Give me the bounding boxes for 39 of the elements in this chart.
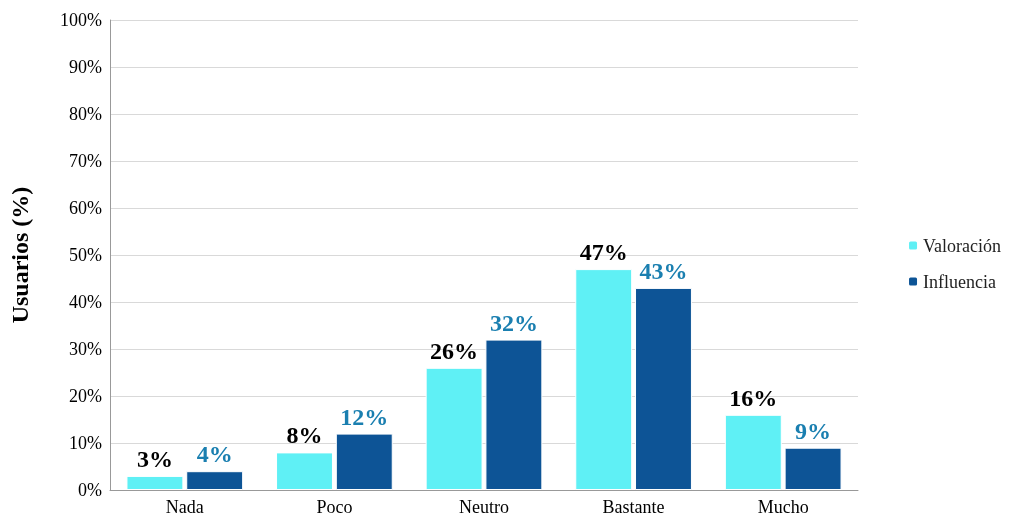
y-tick-label: 50% <box>69 245 102 265</box>
y-axis-title: Usuarios (%) <box>7 186 33 324</box>
y-tick-label: 40% <box>69 292 102 312</box>
y-tick-label: 0% <box>78 480 102 500</box>
bar <box>186 471 244 490</box>
legend-label: Valoración <box>923 235 1001 256</box>
bar <box>784 447 842 490</box>
data-label: 3% <box>136 445 173 472</box>
bar <box>335 433 393 490</box>
y-tick-label: 30% <box>69 339 102 359</box>
data-label: 47% <box>579 239 628 266</box>
bar <box>126 475 184 490</box>
bar <box>635 287 692 490</box>
data-label: 32% <box>489 309 538 336</box>
y-tick-label: 10% <box>69 433 102 453</box>
x-tick-label: Neutro <box>459 497 509 517</box>
data-label: 9% <box>795 417 832 444</box>
data-label: 8% <box>286 422 323 449</box>
x-tick-label: Bastante <box>602 497 665 517</box>
y-tick-label: 80% <box>69 104 102 124</box>
bar <box>425 367 483 490</box>
legend-label: Influencia <box>923 271 996 292</box>
y-tick-label: 90% <box>69 57 102 77</box>
bar <box>724 414 782 490</box>
data-label: 16% <box>729 384 778 411</box>
y-tick-label: 60% <box>69 198 102 218</box>
bar <box>276 452 333 490</box>
x-tick-label: Nada <box>165 497 204 517</box>
bar <box>485 339 543 490</box>
bar <box>575 269 633 490</box>
x-tick-label: Poco <box>316 497 353 517</box>
data-label: 4% <box>196 441 233 468</box>
data-label: 26% <box>430 337 479 364</box>
data-label: 12% <box>340 403 389 430</box>
data-label: 43% <box>639 257 688 284</box>
x-tick-label: Mucho <box>757 497 809 517</box>
y-tick-label: 70% <box>69 151 102 171</box>
y-tick-label: 20% <box>69 386 102 406</box>
y-tick-label: 100% <box>60 10 102 30</box>
